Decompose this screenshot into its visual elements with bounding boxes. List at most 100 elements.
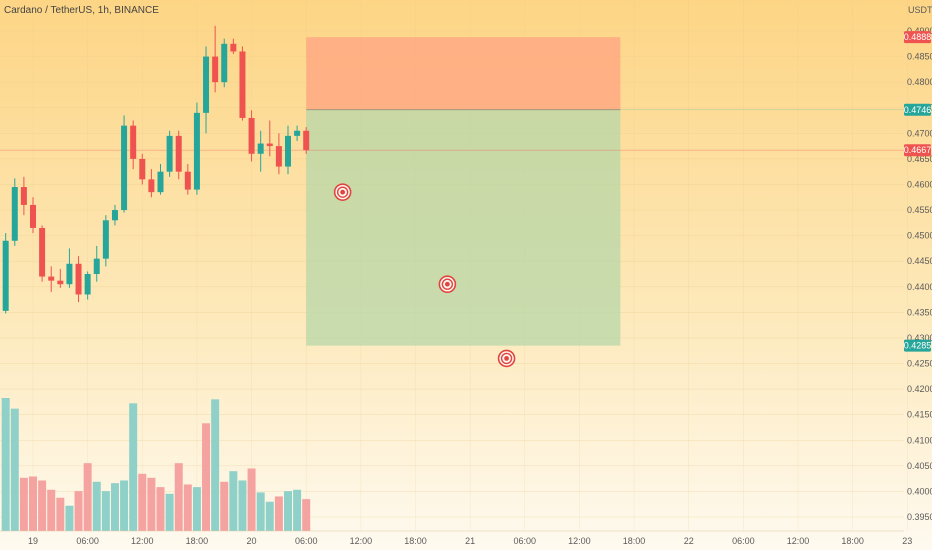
- volume-bar: [19, 477, 28, 531]
- candle-body: [84, 274, 91, 295]
- x-tick-label: 12:00: [787, 536, 810, 546]
- volume-bar: [274, 496, 283, 531]
- badge-background: [904, 144, 931, 157]
- candle-body: [2, 240, 9, 311]
- candle-body: [193, 112, 200, 190]
- volume-bar: [47, 489, 56, 531]
- badge-background: [904, 31, 931, 44]
- x-tick-label: 22: [684, 536, 694, 546]
- candle: [130, 120, 137, 170]
- volume-bar: [211, 399, 220, 531]
- candle: [275, 133, 282, 175]
- volume-bar: [192, 487, 201, 531]
- current-price-badge: 0.4667: [904, 144, 931, 157]
- candle-body: [203, 56, 210, 113]
- candle: [20, 176, 27, 216]
- candle: [11, 178, 18, 246]
- y-tick-label: 0.4250: [907, 359, 932, 369]
- x-tick-label: 06:00: [76, 536, 99, 546]
- badge-background: [904, 103, 931, 116]
- chart-title: Cardano / TetherUS, 1h, BINANCE: [4, 5, 159, 16]
- volume-bar: [29, 476, 37, 531]
- y-tick-label: 0.4100: [907, 435, 932, 445]
- take-profit-zone[interactable]: [306, 109, 621, 346]
- volume-bar: [220, 481, 229, 531]
- candle: [121, 115, 128, 213]
- candle-body: [20, 187, 27, 205]
- y-tick-label: 0.4400: [907, 282, 932, 292]
- volume-bar: [110, 483, 119, 531]
- volume-bar: [56, 497, 65, 531]
- x-tick-label: 06:00: [295, 536, 318, 546]
- stop-loss-zone[interactable]: [306, 37, 621, 110]
- candle: [30, 197, 36, 234]
- stop-price-badge: 0.4888: [904, 31, 931, 44]
- entry-price-badge: 0.4746: [904, 103, 931, 116]
- candle: [93, 245, 100, 282]
- target-icon: [497, 349, 516, 368]
- volume-bar: [247, 468, 256, 531]
- volume-bar: [283, 491, 292, 531]
- candle: [84, 271, 91, 300]
- candle-body: [157, 171, 164, 193]
- candle: [303, 127, 310, 154]
- candle: [230, 38, 237, 55]
- volume-bar: [147, 477, 156, 531]
- y-tick-label: 0.4450: [907, 256, 932, 266]
- volume-bar: [229, 471, 238, 531]
- candle-body: [266, 143, 273, 147]
- candle-body: [30, 204, 36, 228]
- candle: [294, 125, 301, 141]
- volume-bar: [302, 499, 311, 531]
- volume-bar: [138, 473, 147, 531]
- y-tick-label: 0.4900: [907, 26, 932, 36]
- candle: [75, 256, 82, 303]
- currency-label: USDT: [908, 5, 932, 15]
- x-tick-label: 18:00: [404, 536, 427, 546]
- candle-body: [139, 158, 146, 180]
- badge-label: 0.4285: [904, 341, 932, 351]
- volume-bar: [120, 480, 129, 531]
- candle-body: [39, 227, 46, 277]
- target-icon: [333, 183, 352, 201]
- x-tick-label: 12:00: [568, 536, 591, 546]
- candle-body: [239, 51, 246, 118]
- candle-body: [294, 130, 301, 136]
- candle: [166, 130, 173, 177]
- candle: [48, 266, 55, 292]
- y-tick-label: 0.4050: [907, 461, 932, 471]
- candle: [239, 46, 246, 121]
- candle: [175, 130, 182, 180]
- volume-bar: [129, 403, 138, 531]
- candle-body: [221, 43, 228, 83]
- volume-bar: [238, 480, 247, 531]
- x-tick-label: 18:00: [186, 536, 209, 546]
- y-tick-label: 0.4650: [907, 154, 932, 164]
- candle-body: [275, 146, 282, 167]
- candle-body: [148, 179, 155, 193]
- candle-body: [75, 263, 82, 295]
- candle: [39, 225, 46, 282]
- candle: [157, 164, 164, 195]
- target-icon: [438, 275, 457, 294]
- candle-body: [248, 117, 255, 154]
- candle-body: [184, 171, 191, 190]
- volume-bar: [165, 493, 174, 531]
- target-center: [340, 189, 346, 195]
- short-position-tool[interactable]: [0, 37, 904, 346]
- badge-background: [904, 339, 931, 352]
- candle: [193, 102, 200, 195]
- candle-body: [230, 43, 237, 52]
- candle: [2, 233, 9, 314]
- candle: [148, 169, 155, 198]
- volume-bar: [92, 481, 101, 531]
- y-tick-label: 0.4550: [907, 205, 932, 215]
- y-tick-label: 0.4850: [907, 52, 932, 62]
- y-tick-label: 0.4600: [907, 179, 932, 189]
- time-axis[interactable]: 19 06:00 12:00 18:00 20 06:00 12:00 18:00 21 06:0…: [0, 530, 912, 546]
- candle-body: [212, 56, 219, 83]
- volume-bar: [83, 463, 92, 531]
- target-center: [444, 281, 450, 287]
